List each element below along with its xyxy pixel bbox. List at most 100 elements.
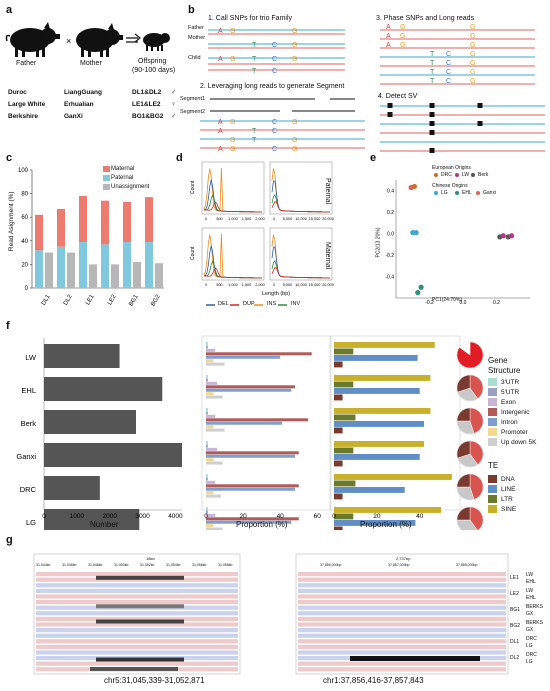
te-bar-drc-dna [334,493,343,500]
father-row-label: Father [188,25,204,31]
gene-legend-item: Promoter [488,427,536,437]
pig-icons: × [5,22,170,57]
sample-label-bg1: BG1 [510,607,521,613]
panel-e-label: e [370,152,377,164]
breed-label-drc: DRC [20,485,37,494]
te-legend-item: DNA [488,474,516,484]
right-read-track-1 [298,577,506,582]
breed-label-berk: Berk [21,419,37,428]
pca-chart: -0.2 0.0 0.2 -0.4 -0.2 0.0 0.2 0.4 [385,173,530,306]
te-legend-item: LTR [488,494,516,504]
left-ruler: 31,044kb 31,046kb 31,048kb 31,050kb 31,052kb… [36,563,238,569]
bar-maternal-BG2 [145,197,153,242]
d-xtick-0-2: 1,000 [228,217,238,221]
d-frame-0 [201,161,265,215]
phase-base-g3: G [470,60,475,67]
gene-structure-legend: 3'UTR 5'UTR Exon Intergenic Intron Promoter Up… [488,377,536,447]
child-base-c: C [272,56,277,63]
panel-b-label: b [188,4,195,16]
right-read-track-12 [298,639,506,644]
left-ruler-tick: 31,056kb [192,563,207,567]
chinese-origins-title: Chinese Origins [432,183,468,189]
c-xtick-LE1: LE1 [85,293,96,306]
pie-slice-4-0 [469,473,484,500]
gene-bar-lw-5 [206,359,214,363]
cross-row-1-sex: ♂ [171,89,176,96]
father-base-a: A [218,28,223,35]
read-base-2-1: G [230,137,235,144]
pca-point-lw [508,233,515,239]
cross-row-3-offspring: BG1&BG2 [132,113,164,120]
pie-slice-0-1 [459,341,471,356]
gene-xtick: 60 [314,513,322,520]
gene-bar-lg-5 [206,524,214,528]
gene-bar-ganxi-3 [206,451,299,455]
segment2-label: Segment2 [180,109,206,115]
gene-bar-lw-2 [206,348,216,352]
e-ytick: 0.4 [387,189,394,195]
c-xtick-BG1: BG1 [128,293,140,307]
d-xtick-0-0: 0 [205,217,207,221]
te-legend-label: LINE [501,485,516,493]
number-bar-ganxi [44,443,182,467]
gene-structure-title-line1: Gene [488,356,508,365]
e-xtick: 0.2 [493,300,500,306]
right-read-track-14 [298,650,506,655]
gene-legend-label: Intergenic [501,408,530,416]
right-deletion [350,656,480,661]
bar-unassigned-LE2 [111,264,119,288]
left-read-track-14 [36,650,238,655]
te-bar-lg-line [334,520,416,526]
c-ytick-label: 40 [21,239,28,245]
phase-base-g2: G [470,42,475,49]
right-ruler-tick: 37,857,000bp [388,563,410,567]
left-read-track-5 [36,600,238,605]
te-bar-ganxi-sine [334,441,424,447]
legend-berk: Berk [478,172,489,178]
gene-bar-lw-0 [206,342,208,346]
right-ruler: 37,856,000bp 37,857,000bp 37,858,000bp [300,563,510,569]
gene-legend-label: Intron [501,418,518,426]
te-legend-swatch [488,475,497,483]
offspring-label: Offspring [138,58,167,65]
e-legend-dot-ganxi [476,191,480,195]
legend-del: DEL [218,301,229,307]
cross-row-1-offspring: DL1&DL2 [132,89,162,96]
gene-proportion-xlabel: Proportion (%) [236,520,288,529]
d-xtick-1-0: 0 [273,217,275,221]
pie-slice-2-0 [469,407,484,434]
sv-marker-1-1 [429,112,435,117]
number-xtick: 0 [42,513,46,520]
father-base-g: G [230,28,235,35]
panel-b-diagram: A G GT C GA G T C GT CA G C GA T CG T GA G C GA G GA G GA G GT C GT… [200,24,545,153]
te-bar-ganxi-dna [334,460,343,467]
left-read-track-9 [36,622,238,627]
phase-base-g: G [400,42,405,49]
child-base-a: A [218,56,223,63]
breed-track-label: LW [526,572,534,578]
right-read-track-6 [298,605,506,610]
left-read-track-3 [36,588,238,593]
pca-point-lw [500,233,506,239]
te-bar-ehl-line [334,388,420,394]
d-xtick-2-4: 2,000 [255,283,265,287]
phase-base-a: A [386,42,391,49]
e-xtick: -0.2 [425,300,434,306]
e-legend-dot-lw [455,173,459,177]
te-bar-ehl-sine [334,375,431,381]
phase-base-t: T [430,51,435,58]
read-base-0-4: G [292,119,297,126]
gene-bar-lg-1 [206,510,208,514]
child-base-c2: C [272,68,277,75]
cross-row-2-sex: ♀ [171,101,176,108]
te-bar-lg-ltr [334,513,354,520]
te-bar-lg-dna [334,526,343,530]
bar-maternal-LE2 [101,200,109,245]
left-read-track-11 [36,633,238,638]
breed-track-label: LG [526,659,533,665]
pie-slice-1-1 [457,387,478,402]
te-bar-drc-ltr [334,480,356,487]
te-legend-item: LINE [488,484,516,494]
left-ruler-tick: 31,058kb [218,563,233,567]
e-legend-dot-lg [434,191,438,195]
